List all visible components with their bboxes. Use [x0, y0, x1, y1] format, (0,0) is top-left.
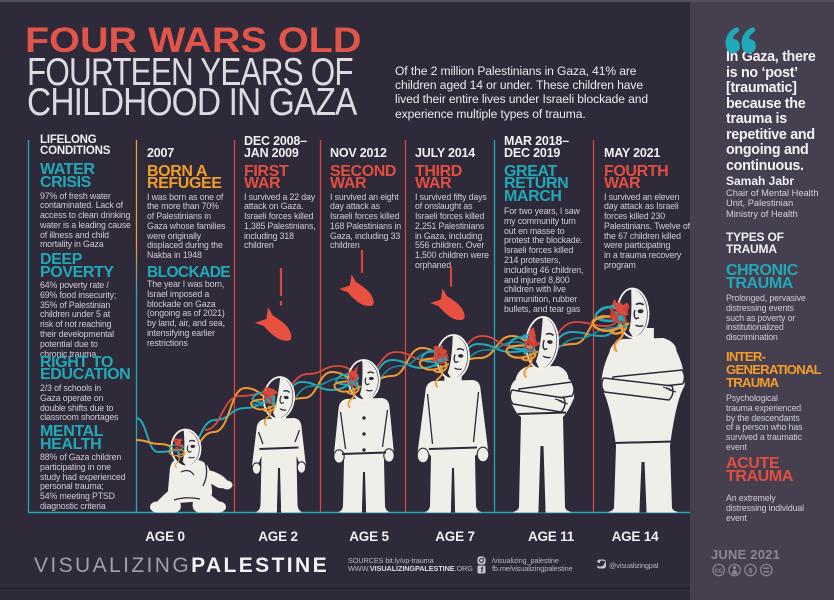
- svg-text:AGE 5: AGE 5: [349, 529, 389, 544]
- svg-text:$: $: [748, 566, 753, 575]
- svg-text:f: f: [481, 566, 484, 575]
- svg-text:AGE 11: AGE 11: [528, 529, 575, 544]
- svg-text:AGE 14: AGE 14: [612, 529, 660, 544]
- svg-text:AGE 2: AGE 2: [258, 529, 298, 544]
- svg-text:AGE 0: AGE 0: [145, 529, 185, 544]
- svg-text:AGE 7: AGE 7: [435, 529, 475, 544]
- svg-text:cc: cc: [715, 568, 723, 575]
